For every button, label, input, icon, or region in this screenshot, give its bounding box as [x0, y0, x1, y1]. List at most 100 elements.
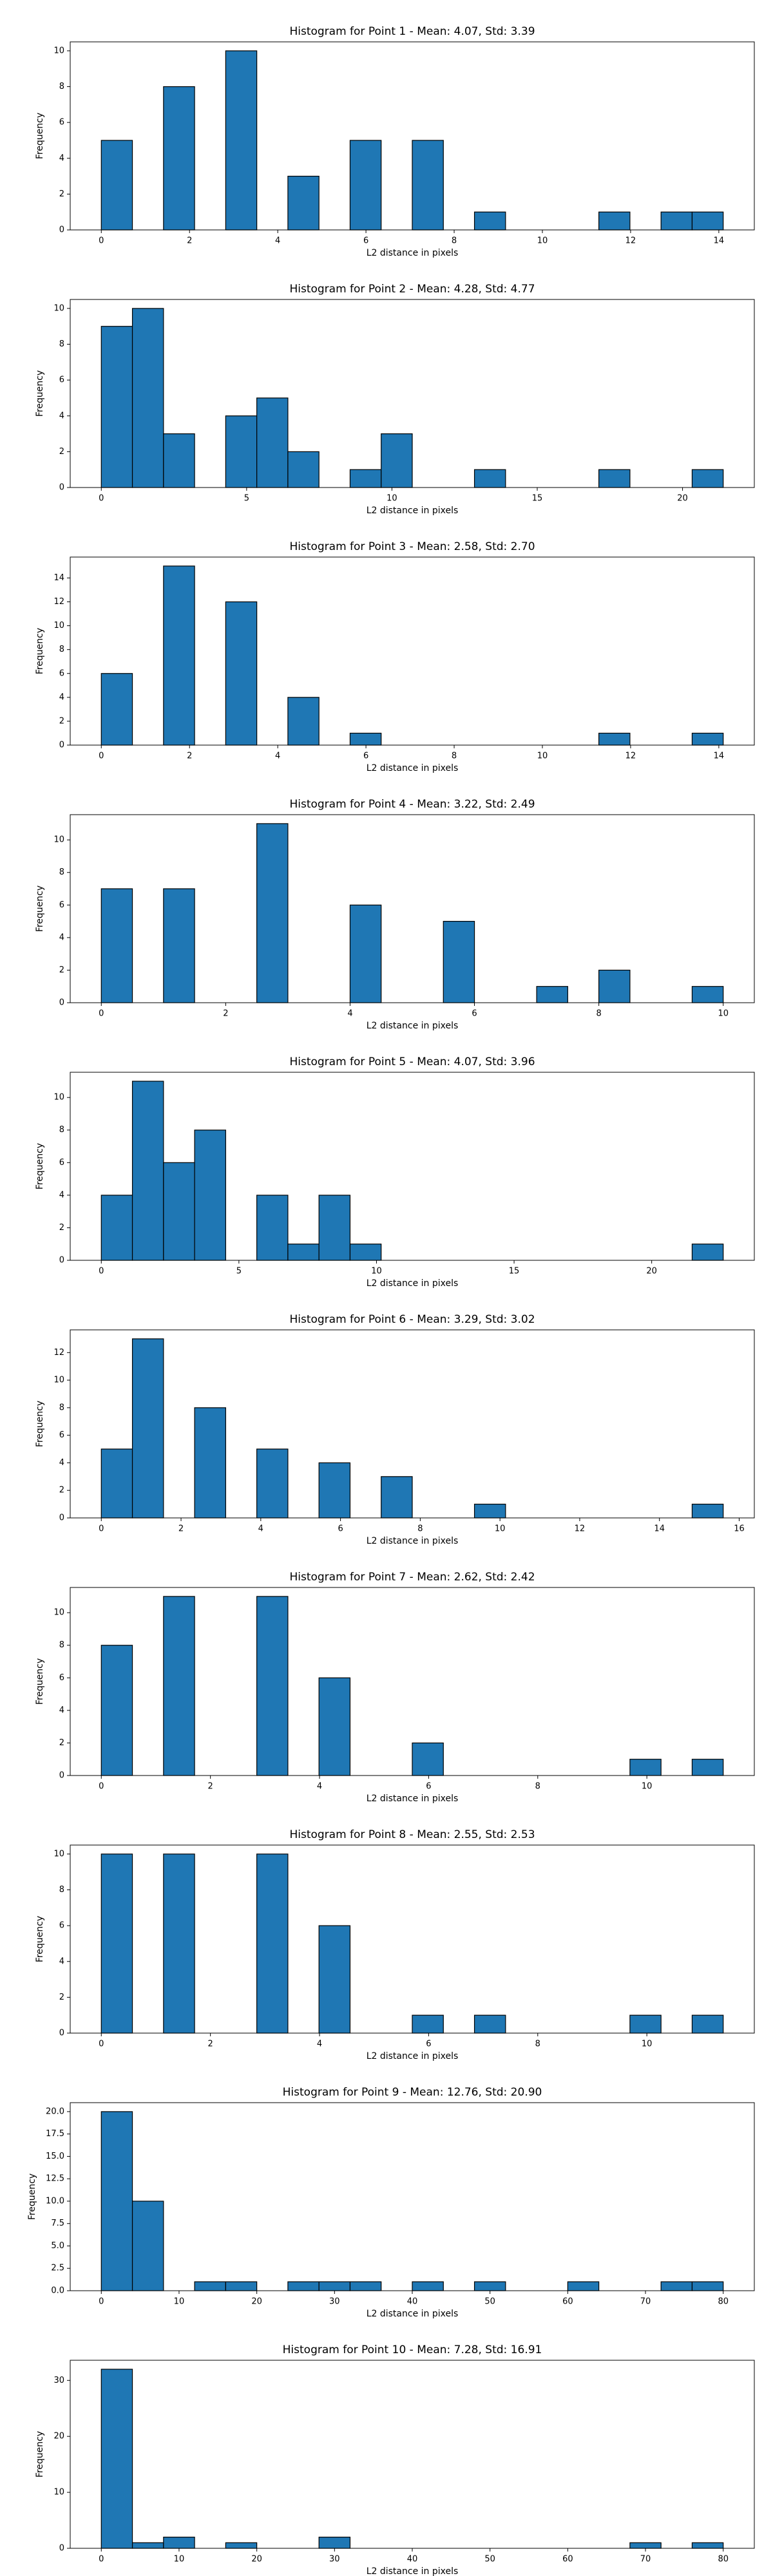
y-tick-label: 10	[53, 621, 64, 630]
x-axis-label: L2 distance in pixels	[367, 506, 459, 516]
x-tick-label: 70	[640, 2555, 651, 2564]
subplot: Histogram for Point 7 - Mean: 2.62, Std:…	[35, 1571, 755, 1804]
x-tick-label: 2	[208, 1782, 213, 1792]
x-tick-label: 2	[208, 2040, 213, 2049]
y-tick-label: 4	[59, 1458, 64, 1468]
y-tick-label: 8	[59, 867, 64, 877]
bar	[349, 2281, 382, 2291]
bar	[691, 1244, 724, 1261]
bar	[225, 50, 258, 231]
y-tick-label: 0	[59, 1256, 64, 1265]
y-tick-label: 4	[59, 692, 64, 702]
chart-title: Histogram for Point 10 - Mean: 7.28, Std…	[283, 2344, 542, 2356]
y-tick-label: 4	[59, 1956, 64, 1966]
x-tick-label: 10	[537, 752, 548, 761]
bar	[691, 1759, 724, 1776]
y-axis-label: Frequency	[35, 113, 45, 159]
axes-frame	[70, 1072, 755, 1261]
x-tick-label: 40	[407, 2555, 418, 2564]
bar	[443, 920, 475, 1003]
bar	[100, 326, 133, 488]
y-tick-label: 0.0	[51, 2286, 64, 2296]
y-tick-label: 12	[53, 597, 64, 607]
axes-frame	[70, 2102, 755, 2291]
bar	[287, 175, 320, 231]
x-tick-label: 60	[562, 2297, 573, 2307]
y-tick-label: 14	[53, 573, 64, 583]
subplot: Histogram for Point 1 - Mean: 4.07, Std:…	[35, 25, 755, 258]
x-tick-label: 8	[452, 752, 457, 761]
x-tick-label: 80	[718, 2555, 729, 2564]
subplot: Histogram for Point 6 - Mean: 3.29, Std:…	[35, 1313, 755, 1546]
y-axis-label: Frequency	[35, 2431, 45, 2477]
x-tick-label: 10	[642, 1782, 653, 1792]
y-tick-label: 10	[53, 1849, 64, 1859]
x-tick-label: 4	[317, 2040, 322, 2049]
x-tick-label: 6	[472, 1009, 477, 1019]
x-axis-label: L2 distance in pixels	[367, 2051, 459, 2061]
bar	[691, 2542, 724, 2549]
x-tick-label: 14	[714, 752, 725, 761]
bar	[349, 469, 382, 488]
bar	[536, 986, 568, 1003]
chart-title: Histogram for Point 2 - Mean: 4.28, Std:…	[289, 283, 535, 296]
y-tick-label: 6	[59, 1921, 64, 1931]
x-tick-label: 20	[251, 2555, 262, 2564]
y-tick-label: 6	[59, 1673, 64, 1683]
bar	[318, 1677, 351, 1776]
y-tick-label: 8	[59, 645, 64, 654]
bar	[691, 2281, 724, 2291]
y-tick-label: 4	[59, 1190, 64, 1200]
x-tick-label: 6	[338, 1524, 343, 1534]
bar	[381, 1476, 413, 1519]
bar	[100, 888, 133, 1003]
y-tick-label: 6	[59, 1158, 64, 1168]
x-axis-label: L2 distance in pixels	[367, 2566, 459, 2576]
x-tick-label: 15	[509, 1267, 520, 1276]
bar	[100, 140, 133, 231]
bar	[567, 2281, 600, 2291]
bar	[287, 451, 320, 488]
y-tick-label: 0	[59, 741, 64, 750]
x-tick-label: 14	[714, 236, 725, 246]
y-tick-label: 4	[59, 411, 64, 421]
y-tick-label: 8	[59, 1640, 64, 1650]
x-tick-label: 0	[99, 1009, 104, 1019]
x-tick-label: 2	[223, 1009, 228, 1019]
subplot: Histogram for Point 4 - Mean: 3.22, Std:…	[35, 798, 755, 1031]
y-tick-label: 0	[59, 1513, 64, 1523]
bar	[412, 1742, 444, 1776]
y-tick-label: 0	[59, 483, 64, 493]
bar	[412, 140, 444, 231]
x-tick-label: 14	[654, 1524, 665, 1534]
y-tick-label: 7.5	[51, 2219, 64, 2228]
y-tick-label: 4	[59, 933, 64, 942]
bar	[629, 2542, 662, 2549]
y-tick-label: 10.0	[46, 2196, 64, 2206]
bar	[381, 433, 413, 488]
y-axis-label: Frequency	[35, 1143, 45, 1189]
x-axis-label: L2 distance in pixels	[367, 763, 459, 773]
x-tick-label: 4	[258, 1524, 263, 1534]
bar	[194, 1130, 226, 1261]
x-tick-label: 60	[562, 2555, 573, 2564]
x-tick-label: 15	[532, 494, 543, 504]
bar	[691, 211, 724, 231]
y-tick-label: 6	[59, 118, 64, 128]
y-tick-label: 4	[59, 1705, 64, 1715]
x-tick-label: 0	[99, 1267, 104, 1276]
bar	[163, 86, 195, 231]
x-axis-label: L2 distance in pixels	[367, 1021, 459, 1031]
bar	[100, 673, 133, 746]
y-tick-label: 10	[53, 2488, 64, 2497]
x-tick-label: 10	[537, 236, 548, 246]
y-tick-label: 6	[59, 668, 64, 678]
x-tick-label: 12	[575, 1524, 586, 1534]
bar	[598, 969, 631, 1003]
x-tick-label: 8	[535, 1782, 540, 1792]
y-tick-label: 4	[59, 153, 64, 163]
y-tick-label: 20.0	[46, 2107, 64, 2116]
y-tick-label: 5.0	[51, 2241, 64, 2251]
y-tick-label: 17.5	[46, 2129, 64, 2139]
y-tick-label: 12	[53, 1348, 64, 1358]
